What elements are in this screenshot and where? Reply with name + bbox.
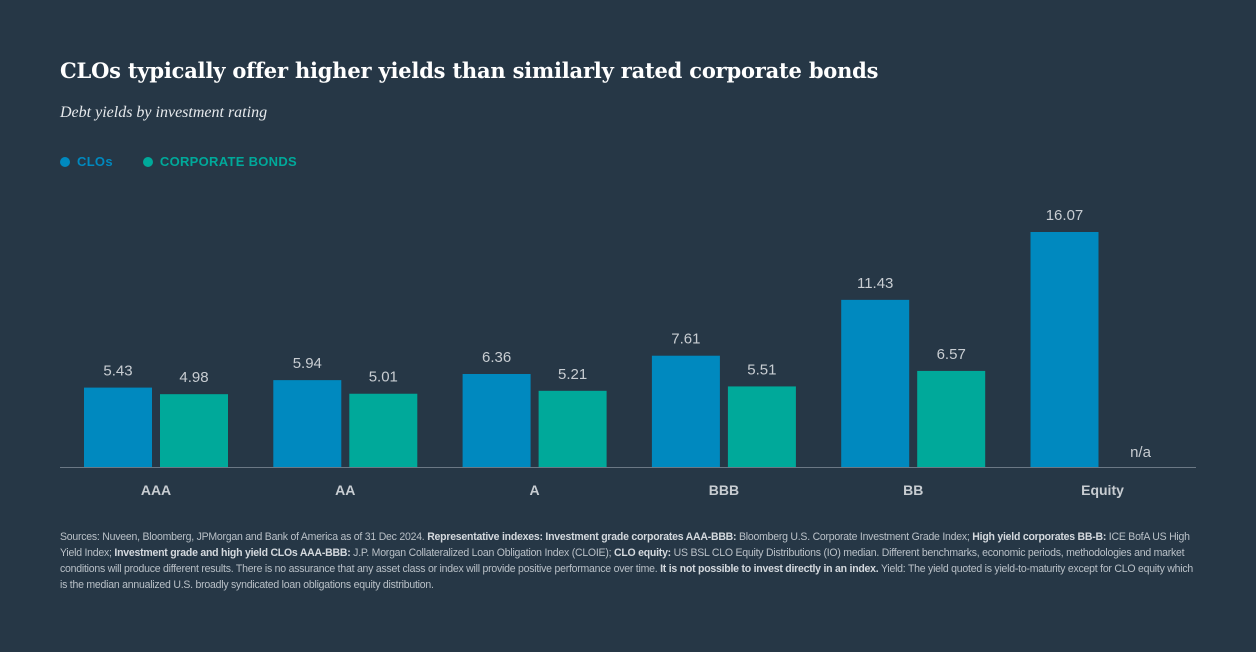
data-label: n/a: [1130, 444, 1152, 461]
x-tick-label: AAA: [141, 482, 171, 498]
chart-subtitle: Debt yields by investment rating: [60, 104, 268, 121]
footnote-segment: CLO equity:: [613, 547, 671, 559]
chart-title: CLOs typically offer higher yields than …: [60, 58, 879, 83]
data-label: 5.01: [369, 369, 398, 386]
x-tick-label: BBB: [709, 482, 739, 498]
x-tick-label: AA: [335, 482, 355, 498]
x-tick-label: Equity: [1081, 482, 1124, 498]
data-label: 11.43: [857, 275, 893, 292]
bar-clos-aa: [273, 380, 342, 467]
footnote-segment: Bloomberg U.S. Corporate Investment Grad…: [736, 531, 973, 543]
bar-clos-bbb: [651, 355, 720, 467]
data-label: 4.98: [179, 369, 208, 386]
bar-corporate-bonds-a: [538, 390, 607, 467]
bar-clos-bb: [841, 299, 910, 467]
legend-label-clos: CLOs: [77, 154, 113, 169]
data-label: 5.21: [558, 366, 587, 383]
bar-clos-aaa: [84, 387, 152, 467]
footnote-segment: ICE BofA US High Yield Index;: [60, 531, 1190, 559]
bar-corporate-bonds-aaa: [160, 394, 228, 467]
footnote-segment: It is not possible to invest directly in…: [660, 563, 879, 575]
footnote-segment: High yield corporates BB-B:: [972, 531, 1107, 543]
data-label: 6.36: [482, 349, 511, 366]
footnote-segment: Yield: The yield quoted is yield-to-matu…: [60, 563, 1194, 591]
legend: CLOs CORPORATE BONDS: [60, 154, 297, 169]
bar-clos-equity: [1030, 232, 1099, 467]
legend-label-corporate-bonds: CORPORATE BONDS: [159, 154, 298, 169]
data-label: 5.51: [747, 361, 776, 378]
data-label: 5.43: [103, 363, 132, 380]
footnote: Sources: Nuveen, Bloomberg, JPMorgan and…: [60, 529, 1200, 593]
data-label: 5.94: [293, 355, 322, 372]
footnote-segment: Sources: Nuveen, Bloomberg, JPMorgan and…: [60, 531, 428, 543]
footnote-segment: Representative indexes: Investment grade…: [427, 531, 737, 543]
x-tick-label: BB: [903, 482, 923, 498]
bar-clos-a: [462, 373, 531, 467]
legend-swatch-corporate-bonds: [142, 156, 153, 167]
footnote-segment: US BSL CLO Equity Distributions (IO) med…: [60, 547, 1185, 575]
data-label: 16.07: [1046, 207, 1084, 224]
bar-corporate-bonds-bb: [917, 370, 986, 467]
footnote-segment: Investment grade and high yield CLOs AAA…: [114, 547, 351, 559]
bar-chart: 5.43 4.98 AAA 5.94 5.01 AA 6.36 5.21 A 7.61 5.51 BB…: [60, 207, 1196, 498]
bar-corporate-bonds-bbb: [727, 386, 796, 467]
data-label: 6.57: [937, 346, 966, 363]
data-label: 7.61: [671, 331, 700, 348]
footnote-segment: J.P. Morgan Collateralized Loan Obligati…: [350, 547, 614, 559]
x-tick-label: A: [530, 482, 540, 498]
legend-item-clos: CLOs: [60, 154, 113, 169]
legend-swatch-clos: [60, 156, 70, 167]
bar-corporate-bonds-aa: [349, 393, 418, 467]
legend-item-corporate-bonds: CORPORATE BONDS: [142, 154, 298, 169]
